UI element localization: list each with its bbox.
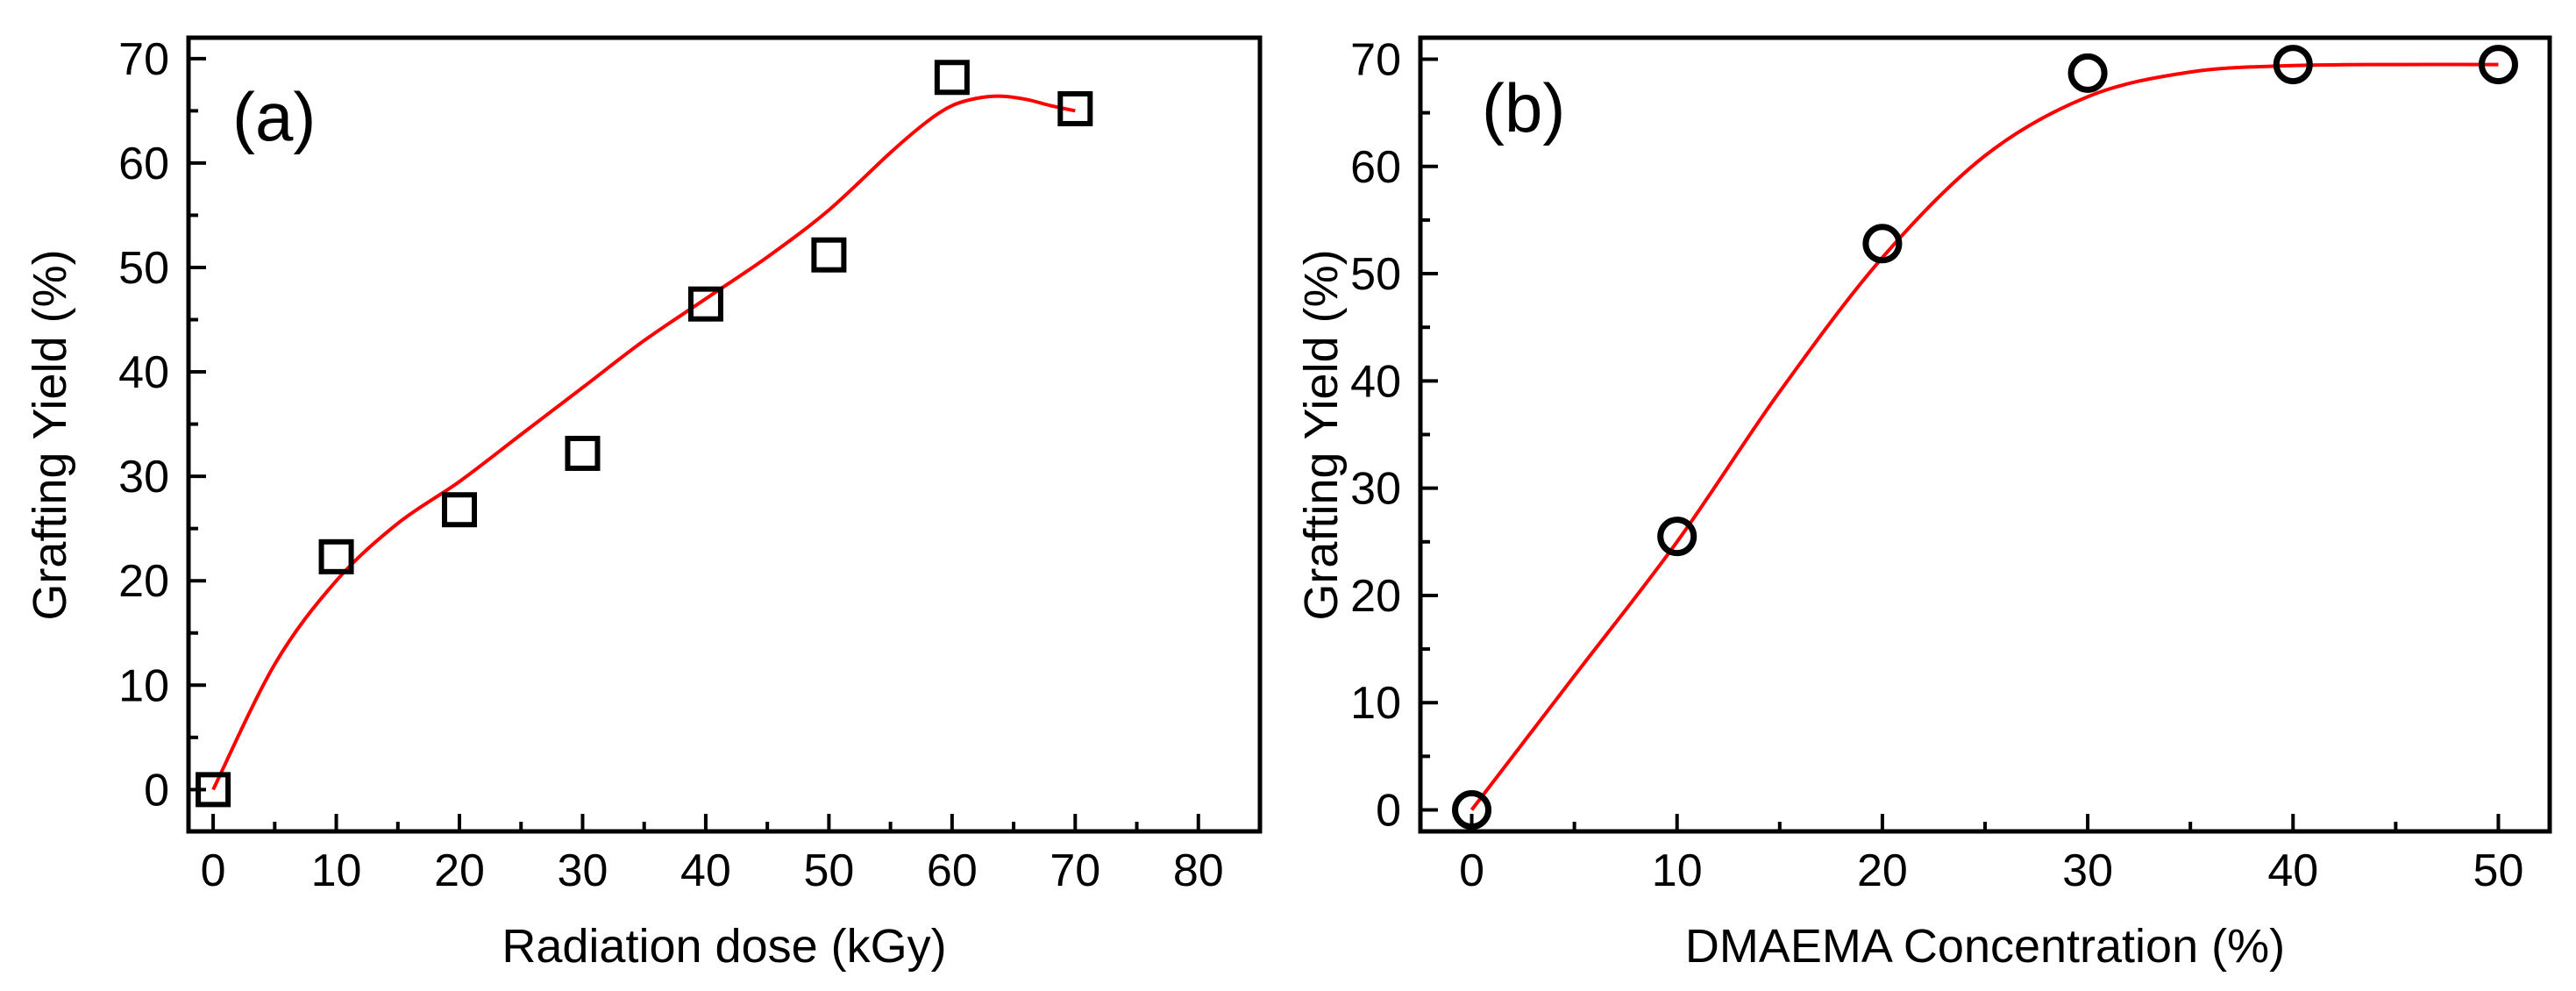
- y-tick-label-a: 0: [144, 765, 169, 816]
- y-axis-title-b: Grafting Yield (%): [1295, 249, 1348, 620]
- data-point-b: [2478, 45, 2518, 85]
- x-tick-label-b: 40: [2267, 845, 2318, 896]
- y-tick-label-b: 30: [1350, 464, 1401, 515]
- y-tick-label-b: 60: [1350, 142, 1401, 193]
- y-tick-label-a: 70: [118, 34, 169, 85]
- y-tick-label-b: 40: [1350, 356, 1401, 407]
- data-point-b: [2067, 53, 2108, 93]
- panel-label-b: (b): [1482, 69, 1565, 146]
- y-tick-label-b: 20: [1350, 571, 1401, 622]
- plot-frame-a: [186, 35, 1263, 834]
- x-tick-label-a: 60: [927, 845, 978, 896]
- y-tick-label-a: 40: [118, 347, 169, 398]
- data-point-a: [442, 492, 478, 528]
- y-tick-label-b: 10: [1350, 678, 1401, 729]
- data-point-a: [934, 60, 970, 96]
- panel-label-a: (a): [232, 78, 316, 155]
- panel-a: 0 10 20 30 40 50 60 70 80 0 10 20 30 40 50 60 70 (a) Ra…: [24, 34, 1263, 973]
- x-tick-label-a: 80: [1173, 845, 1224, 896]
- data-point-b: [2273, 45, 2313, 85]
- x-tick-label-a: 20: [434, 845, 485, 896]
- y-tick-label-b: 70: [1350, 34, 1401, 85]
- x-axis-title-b: DMAEMA Concentration (%): [1685, 920, 2285, 973]
- data-point-a: [811, 237, 847, 273]
- y-tick-label-a: 60: [118, 139, 169, 189]
- data-point-a: [318, 538, 354, 574]
- fit-curve-a: [211, 94, 1076, 791]
- y-tick-label-a: 10: [118, 660, 169, 711]
- x-tick-label-a: 10: [311, 845, 362, 896]
- data-point-b: [1657, 517, 1697, 557]
- x-tick-label-a: 40: [680, 845, 731, 896]
- x-tick-label-a: 0: [201, 845, 226, 896]
- y-tick-label-a: 30: [118, 452, 169, 503]
- y-tick-label-a: 50: [118, 243, 169, 294]
- data-point-a: [1057, 90, 1093, 126]
- data-point-b: [1862, 224, 1903, 264]
- x-tick-label-b: 20: [1857, 845, 1908, 896]
- x-tick-label-b: 0: [1459, 845, 1484, 896]
- x-tick-label-a: 30: [558, 845, 608, 896]
- x-axis-title-a: Radiation dose (kGy): [502, 920, 946, 973]
- data-point-a: [687, 286, 723, 322]
- y-tick-label-b: 0: [1376, 786, 1401, 837]
- y-axis-title-a: Grafting Yield (%): [24, 249, 76, 620]
- fit-curve-b: [1469, 62, 2499, 811]
- x-tick-label-b: 50: [2473, 845, 2524, 896]
- x-tick-label-a: 70: [1050, 845, 1100, 896]
- x-tick-label-b: 30: [2062, 845, 2113, 896]
- data-point-a: [565, 435, 601, 471]
- panel-b: 0 10 20 30 40 50 0 10 20 30 40 50 60 70 (b) DMAEMA C…: [1295, 34, 2552, 973]
- x-tick-label-a: 50: [803, 845, 854, 896]
- y-tick-label-a: 20: [118, 556, 169, 607]
- x-tick-label-b: 10: [1652, 845, 1703, 896]
- y-tick-label-b: 50: [1350, 249, 1401, 300]
